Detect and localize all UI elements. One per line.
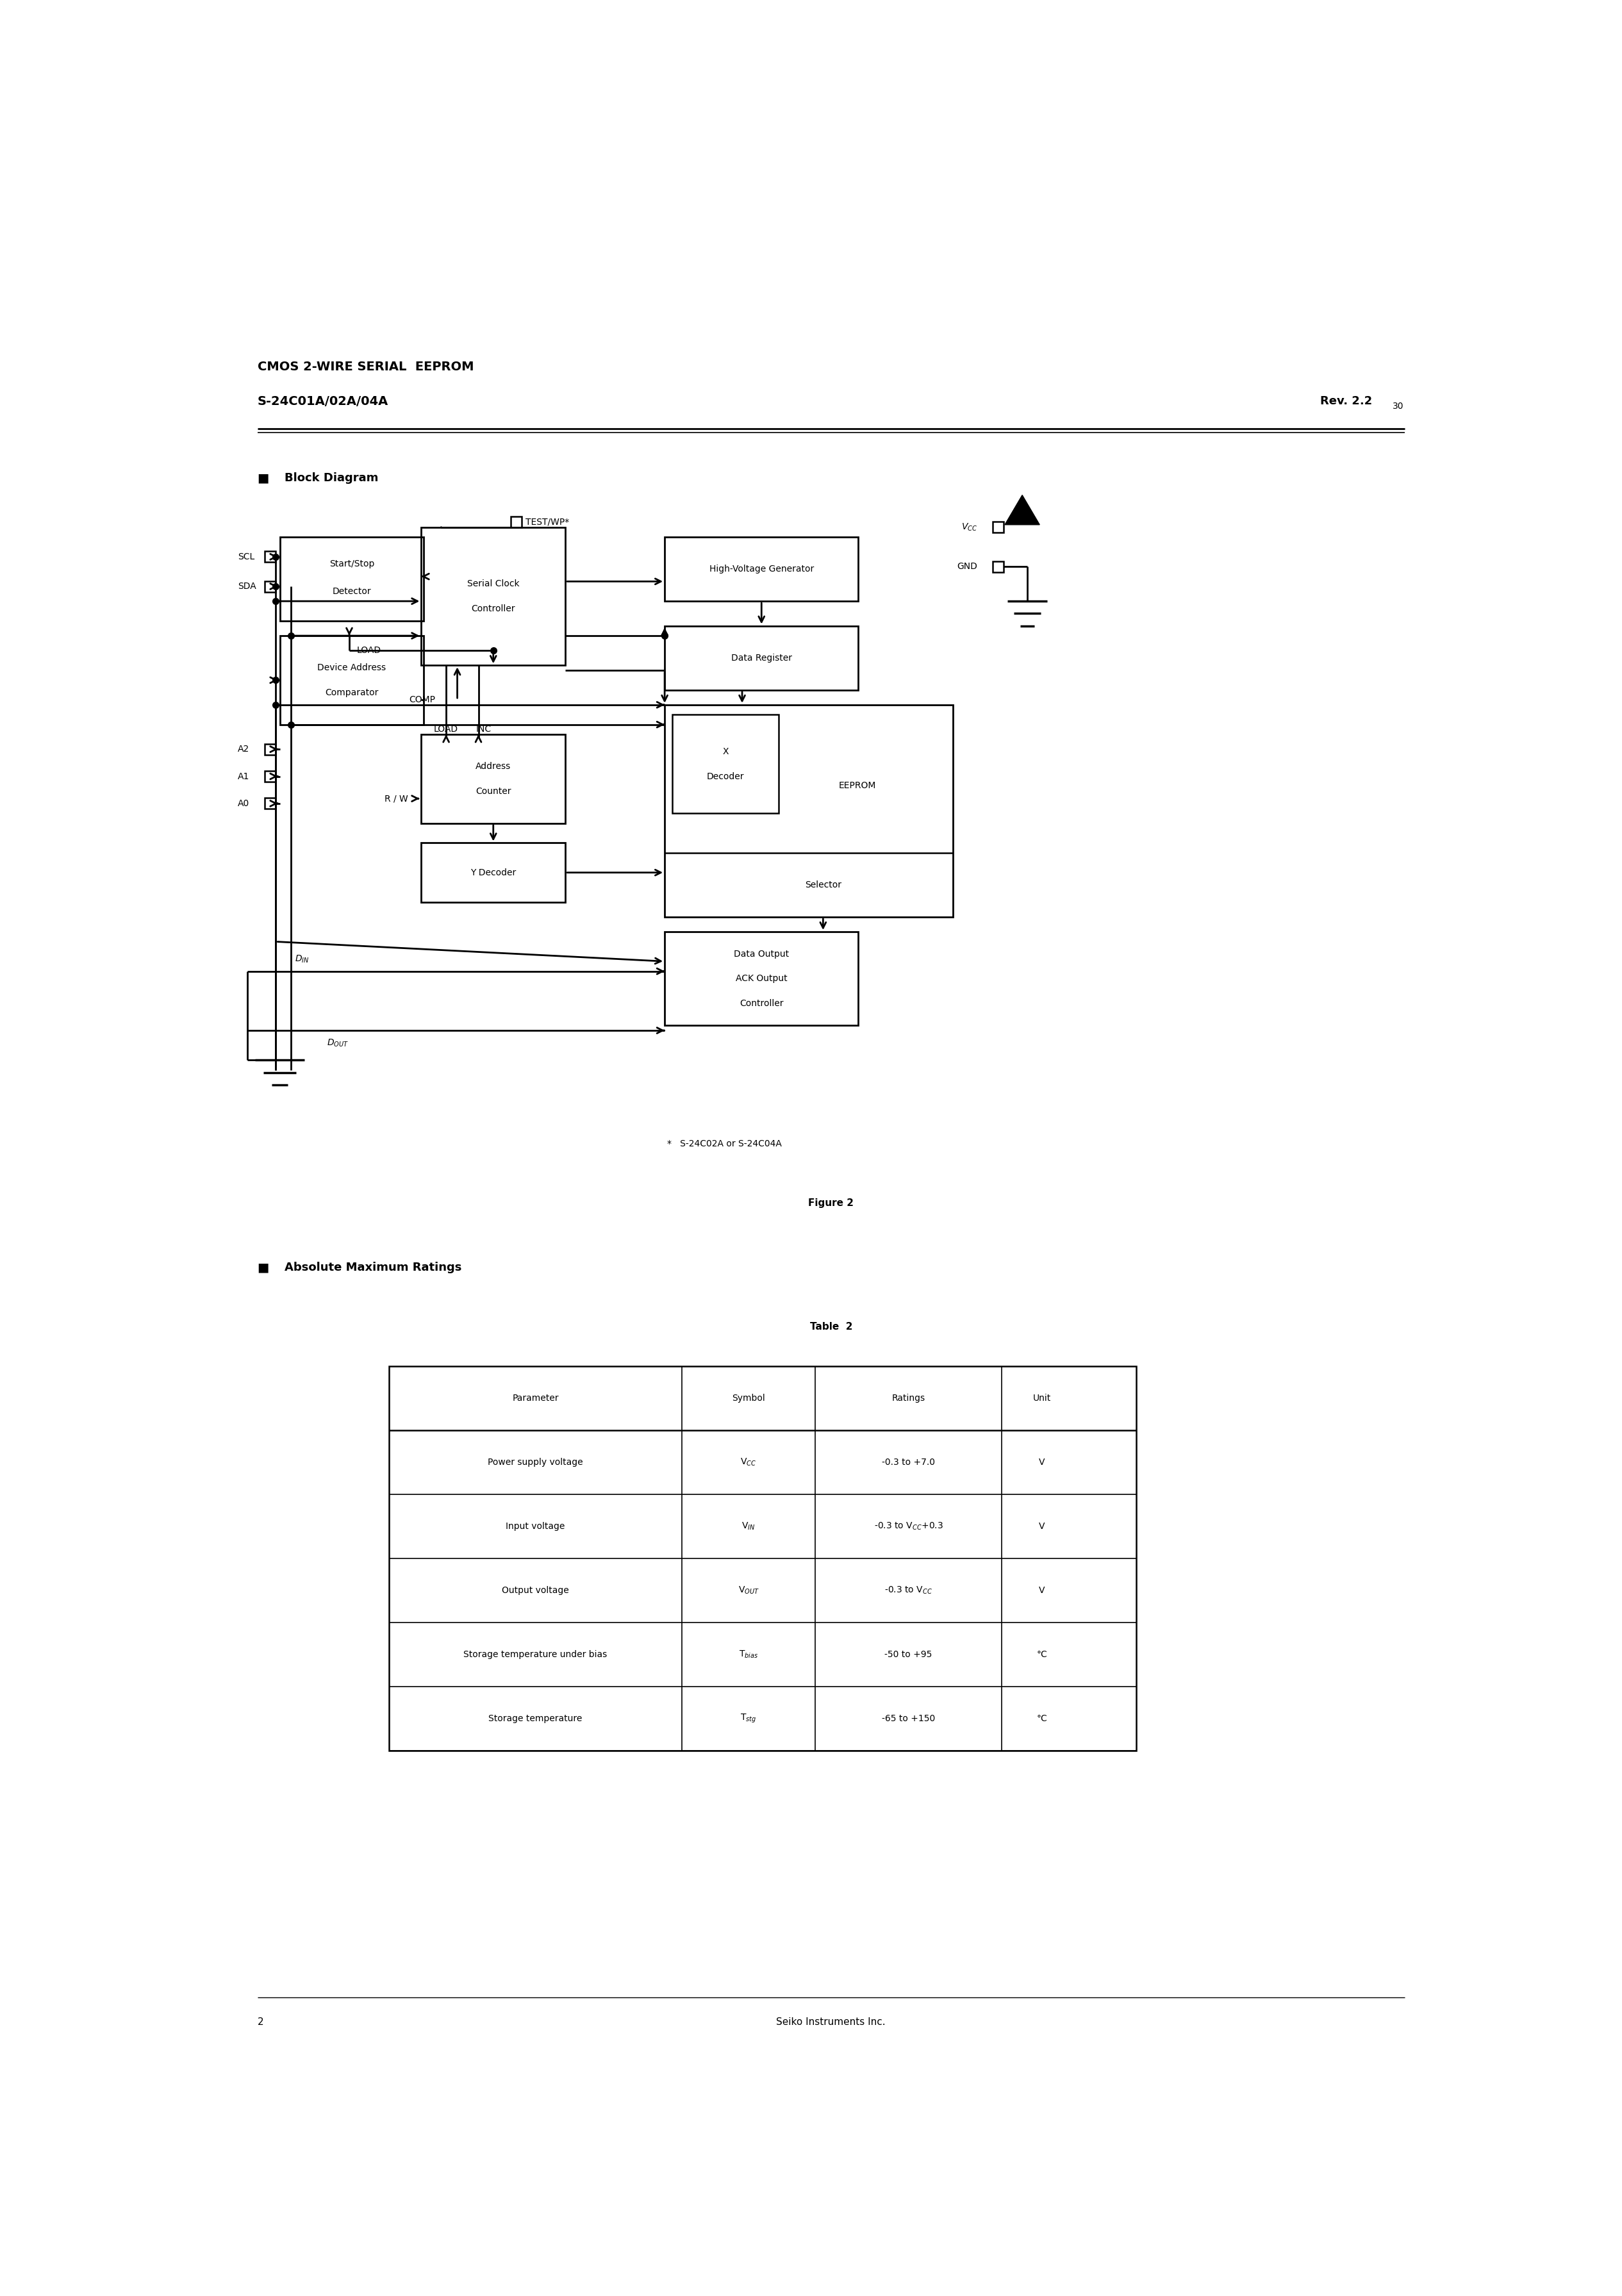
Text: Ratings: Ratings [892,1394,925,1403]
Text: Data Output: Data Output [733,951,788,957]
Bar [993,521,1004,533]
Text: V$_{CC}$: V$_{CC}$ [741,1458,756,1467]
Text: T$_{bias}$: T$_{bias}$ [740,1649,757,1660]
Text: Power supply voltage: Power supply voltage [488,1458,584,1467]
Text: Device Address: Device Address [318,664,386,673]
Text: Serial Clock: Serial Clock [467,579,519,588]
Text: V$_{IN}$: V$_{IN}$ [741,1520,756,1531]
Text: 30: 30 [1392,402,1403,411]
Text: Detector: Detector [333,588,371,595]
Text: Data Register: Data Register [732,654,792,664]
Text: Storage temperature under bias: Storage temperature under bias [464,1651,607,1660]
Text: Address: Address [475,762,511,771]
Text: Controller: Controller [472,604,516,613]
Text: Seiko Instruments Inc.: Seiko Instruments Inc. [777,2018,886,2027]
Bar [511,517,522,528]
Text: LOAD: LOAD [435,726,459,735]
Text: °C: °C [1036,1651,1048,1660]
Text: A0: A0 [237,799,250,808]
Text: A1: A1 [237,771,250,781]
Bar [672,714,779,813]
Bar [264,581,276,592]
Bar [422,528,566,666]
Text: $V_{CC}$: $V_{CC}$ [962,521,978,533]
Text: Output voltage: Output voltage [501,1587,569,1596]
Bar [264,771,276,781]
Text: -50 to +95: -50 to +95 [884,1651,933,1660]
Text: LOAD: LOAD [357,645,381,654]
Text: Decoder: Decoder [707,771,744,781]
Bar [422,843,566,902]
Text: SCL: SCL [237,553,255,560]
Text: Controller: Controller [740,999,783,1008]
Text: $D_{OUT}$: $D_{OUT}$ [328,1038,349,1047]
Text: Comparator: Comparator [324,689,378,698]
Text: Storage temperature: Storage temperature [488,1715,582,1724]
Text: *   S-24C02A or S-24C04A: * S-24C02A or S-24C04A [667,1139,782,1148]
Text: SDA: SDA [237,581,256,590]
Text: Figure 2: Figure 2 [808,1199,853,1208]
Text: Parameter: Parameter [513,1394,558,1403]
Text: Counter: Counter [475,788,511,797]
Text: -0.3 to V$_{CC}$+0.3: -0.3 to V$_{CC}$+0.3 [874,1520,942,1531]
Text: X: X [722,746,728,755]
Text: INC: INC [475,726,491,735]
Bar [264,744,276,755]
Text: V: V [1038,1587,1045,1596]
Text: R / W: R / W [384,794,409,804]
Text: Start/Stop: Start/Stop [329,560,375,569]
Text: -65 to +150: -65 to +150 [882,1715,936,1724]
Text: EEPROM: EEPROM [839,781,876,790]
Text: Symbol: Symbol [732,1394,766,1403]
Text: °C: °C [1036,1715,1048,1724]
Text: $D_{IN}$: $D_{IN}$ [295,953,310,964]
Bar [264,551,276,563]
Bar [279,537,423,620]
Text: Input voltage: Input voltage [506,1522,564,1531]
Text: GND: GND [957,563,978,572]
Bar [279,636,423,726]
Text: A2: A2 [237,744,250,753]
Text: Block Diagram: Block Diagram [285,473,378,484]
Text: Absolute Maximum Ratings: Absolute Maximum Ratings [285,1261,462,1272]
Text: -0.3 to +7.0: -0.3 to +7.0 [882,1458,936,1467]
Text: S-24C01A/02A/04A: S-24C01A/02A/04A [258,395,388,406]
Text: TEST/WP*: TEST/WP* [526,517,569,526]
Bar [264,799,276,808]
Bar [389,1366,1137,1752]
Text: V: V [1038,1458,1045,1467]
Text: ACK Output: ACK Output [736,974,787,983]
Text: CMOS 2-WIRE SERIAL  EEPROM: CMOS 2-WIRE SERIAL EEPROM [258,360,474,372]
Text: ■: ■ [258,1261,269,1274]
Text: Rev. 2.2: Rev. 2.2 [1320,395,1372,406]
Text: T$_{stg}$: T$_{stg}$ [740,1713,756,1724]
Text: ■: ■ [258,471,269,484]
Polygon shape [1006,496,1040,526]
Text: V: V [1038,1522,1045,1531]
Text: Unit: Unit [1033,1394,1051,1403]
Bar [993,560,1004,572]
Text: Table  2: Table 2 [809,1322,852,1332]
Bar [665,932,858,1026]
Bar [665,537,858,602]
Bar [665,627,858,691]
Bar [665,705,952,916]
Text: V$_{OUT}$: V$_{OUT}$ [738,1584,759,1596]
Text: 2: 2 [258,2018,263,2027]
Text: Y Decoder: Y Decoder [470,868,516,877]
Text: COMP: COMP [409,696,435,705]
Text: Selector: Selector [805,879,842,889]
Text: High-Voltage Generator: High-Voltage Generator [709,565,814,574]
Text: -0.3 to V$_{CC}$: -0.3 to V$_{CC}$ [884,1584,933,1596]
Bar [422,735,566,824]
